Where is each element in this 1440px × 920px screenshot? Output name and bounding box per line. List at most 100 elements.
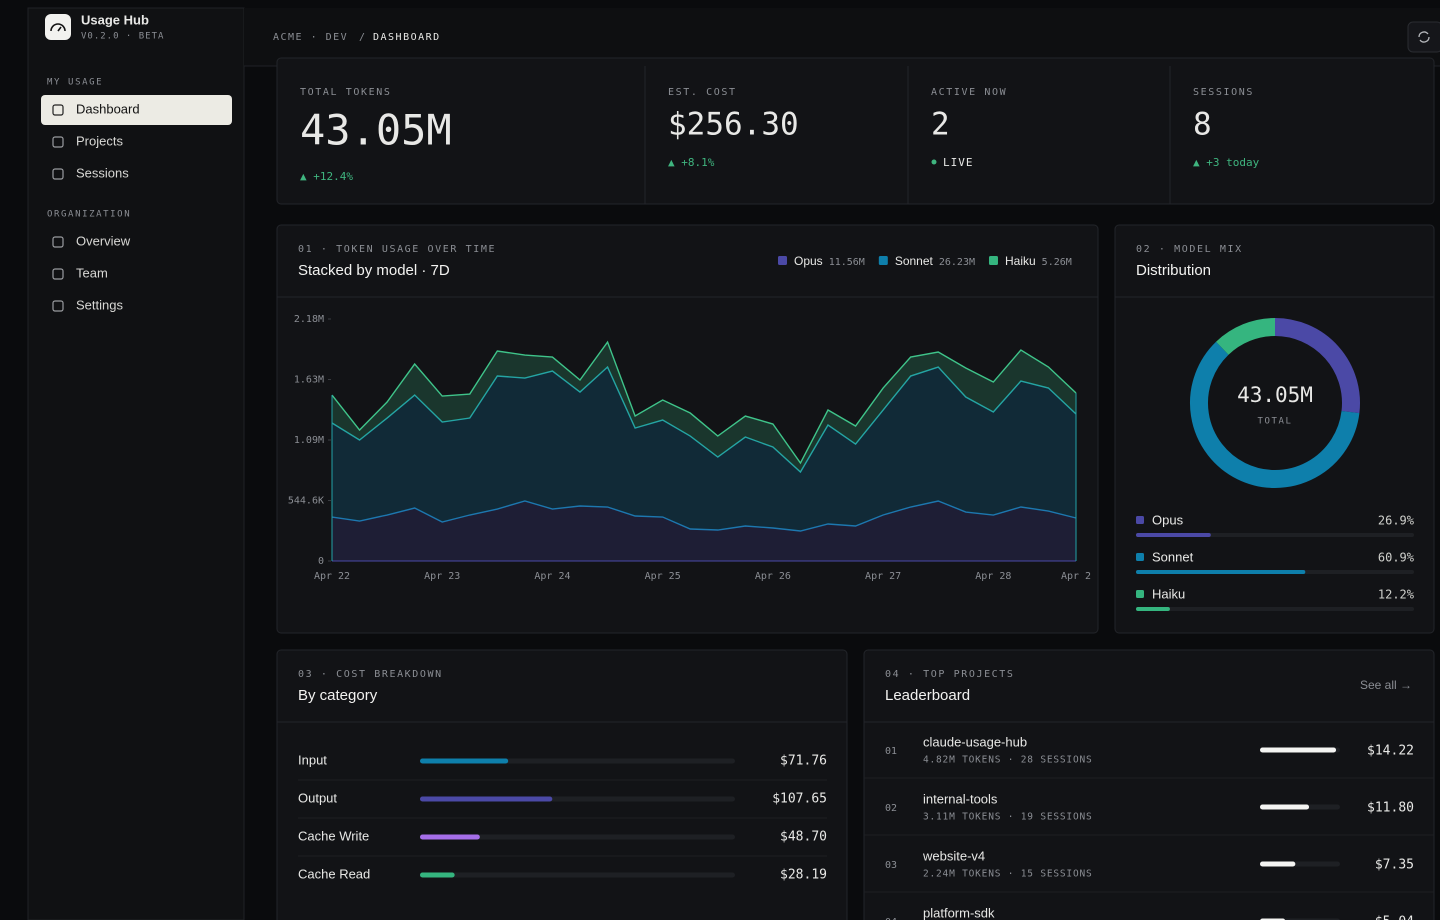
nav-item[interactable]: Projects	[52, 133, 123, 148]
card-eyebrow: 03 · COST BREAKDOWN	[298, 669, 443, 680]
value-label: $28.19	[780, 868, 827, 883]
legend-swatch	[878, 256, 888, 265]
legend-total: 26.23M	[939, 257, 975, 268]
legend-total: 11.56M	[829, 257, 865, 268]
donut-segment	[1274, 318, 1360, 414]
stat-value: $256.30	[668, 107, 799, 143]
value-label: 60.9%	[1378, 551, 1415, 565]
legend-swatch	[1136, 590, 1144, 598]
see-all-link[interactable]: See all →	[1360, 678, 1412, 692]
bar	[420, 872, 455, 878]
category-label: Output	[298, 790, 337, 805]
y-tick-label: 2.18M	[294, 314, 324, 325]
nav-icon	[52, 300, 64, 312]
cost-card	[276, 649, 848, 920]
x-tick-label: Apr 2	[1061, 571, 1091, 582]
nav-label: Team	[76, 265, 108, 280]
nav-item[interactable]: Sessions	[52, 165, 129, 180]
area-fill	[332, 342, 1076, 473]
category-label: Cache Write	[298, 828, 369, 843]
legend-label: Sonnet	[1152, 549, 1194, 564]
breadcrumb-org: ACME · DEV	[273, 32, 348, 43]
nav-item[interactable]: Overview	[52, 233, 131, 248]
value-label: $48.70	[780, 830, 827, 845]
nav-item[interactable]: Dashboard	[41, 95, 232, 125]
y-tick-label: 0	[318, 556, 324, 567]
share-bar	[1136, 533, 1211, 537]
x-tick-label: Apr 24	[534, 571, 570, 582]
bar	[420, 758, 509, 764]
x-tick-label: Apr 25	[645, 571, 681, 582]
project-cost: $7.35	[1375, 858, 1414, 873]
card-eyebrow: 04 · TOP PROJECTS	[885, 669, 1015, 680]
area-line	[331, 365, 1077, 474]
topbar	[244, 8, 1440, 66]
bar	[1260, 747, 1337, 753]
bar	[1260, 804, 1310, 810]
project-cost: $5.04	[1375, 915, 1414, 920]
legend-swatch	[1136, 516, 1144, 524]
x-tick-label: Apr 27	[865, 571, 901, 582]
stat-label: SESSIONS	[1193, 87, 1254, 98]
area-fill	[332, 501, 1076, 561]
bar	[420, 834, 480, 840]
project-detail: 2.24M TOKENS · 15 SESSIONS	[923, 869, 1093, 880]
bar-track	[420, 872, 735, 878]
card-eyebrow: 02 · MODEL MIX	[1136, 244, 1243, 255]
card-title: Stacked by model · 7D	[298, 262, 450, 279]
mix-card	[1114, 224, 1435, 634]
nav-item[interactable]: Team	[52, 265, 108, 280]
project-row[interactable]: 02 internal-tools 3.11M TOKENS · 19 SESSIO…	[864, 791, 1434, 836]
donut-segment	[1216, 318, 1276, 355]
logo-icon	[50, 23, 66, 32]
section-title: ORGANIZATION	[47, 210, 131, 220]
project-detail: 4.82M TOKENS · 28 SESSIONS	[923, 755, 1093, 766]
nav-icon	[52, 104, 64, 116]
section-title: MY USAGE	[47, 78, 103, 88]
legend-label: Opus	[1152, 512, 1184, 527]
value-label: 26.9%	[1378, 514, 1415, 528]
legend-swatch	[778, 256, 787, 265]
project-rank: 02	[885, 803, 897, 814]
nav-label: Projects	[76, 133, 123, 148]
project-rank: 04	[885, 917, 897, 920]
breadcrumb-page: DASHBOARD	[373, 32, 441, 43]
refresh-button[interactable]	[1407, 21, 1440, 53]
project-name: website-v4	[922, 848, 985, 863]
nav-icon	[52, 268, 64, 280]
legend-label: Sonnet	[895, 254, 934, 268]
project-rank: 01	[885, 746, 897, 757]
sidebar	[27, 7, 245, 920]
share-track	[1136, 607, 1414, 611]
y-tick-label: 1.09M	[294, 435, 324, 446]
y-tick-label: 1.63M	[294, 375, 324, 386]
x-tick-label: Apr 22	[314, 571, 350, 582]
value-label: $71.76	[780, 754, 827, 769]
card-title: Leaderboard	[885, 687, 970, 704]
projects-card	[863, 649, 1435, 920]
nav-item[interactable]: Settings	[52, 297, 123, 312]
value-label: 12.2%	[1378, 588, 1415, 602]
stat-label: ACTIVE NOW	[931, 87, 1007, 98]
stat-value: 8	[1193, 107, 1212, 143]
stat-label: EST. COST	[668, 87, 737, 98]
project-row[interactable]: 01 claude-usage-hub 4.82M TOKENS · 28 SESS…	[864, 734, 1434, 779]
nav-active-bg	[41, 95, 232, 125]
project-row[interactable]: 03 website-v4 2.24M TOKENS · 15 SESSIONS $7…	[864, 848, 1434, 893]
project-name: claude-usage-hub	[923, 734, 1027, 749]
nav-icon	[52, 168, 64, 180]
card-title: By category	[298, 687, 378, 704]
nav-label: Sessions	[76, 165, 129, 180]
stat-delta: ▲ +3 today	[1193, 156, 1260, 169]
category-label: Cache Read	[298, 866, 370, 881]
donut-center-label: TOTAL	[1257, 417, 1292, 427]
donut-center-value: 43.05M	[1237, 383, 1313, 407]
stats-card	[276, 57, 1435, 205]
nav-label: Overview	[76, 233, 131, 248]
project-cost: $14.22	[1367, 744, 1414, 759]
app-name: Usage Hub	[81, 12, 149, 27]
category-label: Input	[298, 752, 327, 767]
value-label: $107.65	[772, 792, 827, 807]
legend-swatch	[1136, 553, 1144, 561]
